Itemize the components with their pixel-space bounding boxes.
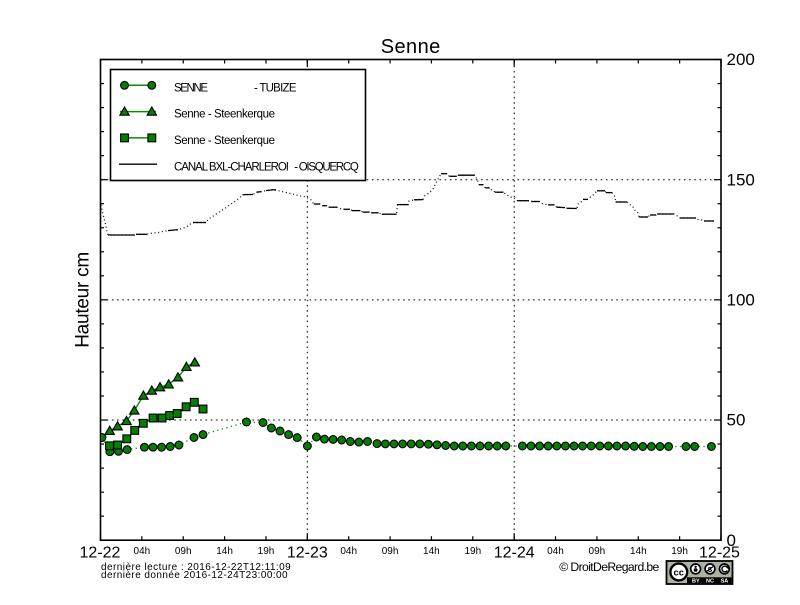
svg-text:12-24: 12-24	[494, 545, 535, 562]
svg-text:14h: 14h	[216, 546, 233, 557]
svg-text:- TUBIZE: - TUBIZE	[254, 82, 297, 94]
svg-text:12-25: 12-25	[699, 545, 740, 562]
svg-text:BY: BY	[692, 579, 700, 585]
svg-text:14h: 14h	[423, 546, 440, 557]
svg-text:12-23: 12-23	[287, 545, 328, 562]
svg-text:cc: cc	[674, 568, 685, 579]
svg-text:04h: 04h	[340, 546, 357, 557]
svg-text:19h: 19h	[464, 546, 481, 557]
svg-text:19h: 19h	[258, 546, 275, 557]
svg-text:- OISQUERCQ: - OISQUERCQ	[294, 161, 359, 173]
svg-text:04h: 04h	[134, 546, 151, 557]
svg-text:dernière donnée 2016-12-24T23: dernière donnée 2016-12-24T23:00:00	[101, 570, 288, 581]
svg-text:19h: 19h	[671, 546, 688, 557]
svg-text:04h: 04h	[547, 546, 564, 557]
svg-text:NC: NC	[706, 579, 714, 585]
svg-text:09h: 09h	[382, 546, 399, 557]
svg-text:200: 200	[727, 50, 755, 69]
svg-text:CANAL BXL-CHARLEROI: CANAL BXL-CHARLEROI	[174, 161, 289, 173]
svg-text:Senne: Senne	[381, 36, 441, 58]
svg-text:Hauteur cm: Hauteur cm	[72, 252, 93, 348]
svg-text:SENNE: SENNE	[174, 82, 208, 94]
svg-text:50: 50	[727, 411, 746, 430]
svg-text:14h: 14h	[630, 546, 647, 557]
svg-text:12-22: 12-22	[80, 545, 121, 562]
svg-text:09h: 09h	[589, 546, 606, 557]
svg-text:09h: 09h	[175, 546, 192, 557]
svg-text:Senne - Steenkerque: Senne - Steenkerque	[174, 135, 275, 147]
svg-text:Senne - Steenkerque: Senne - Steenkerque	[174, 109, 275, 121]
svg-text:100: 100	[727, 291, 755, 310]
svg-text:150: 150	[727, 170, 755, 189]
svg-text:© DroitDeRegard.be: © DroitDeRegard.be	[559, 560, 659, 574]
svg-text:SA: SA	[721, 579, 729, 585]
